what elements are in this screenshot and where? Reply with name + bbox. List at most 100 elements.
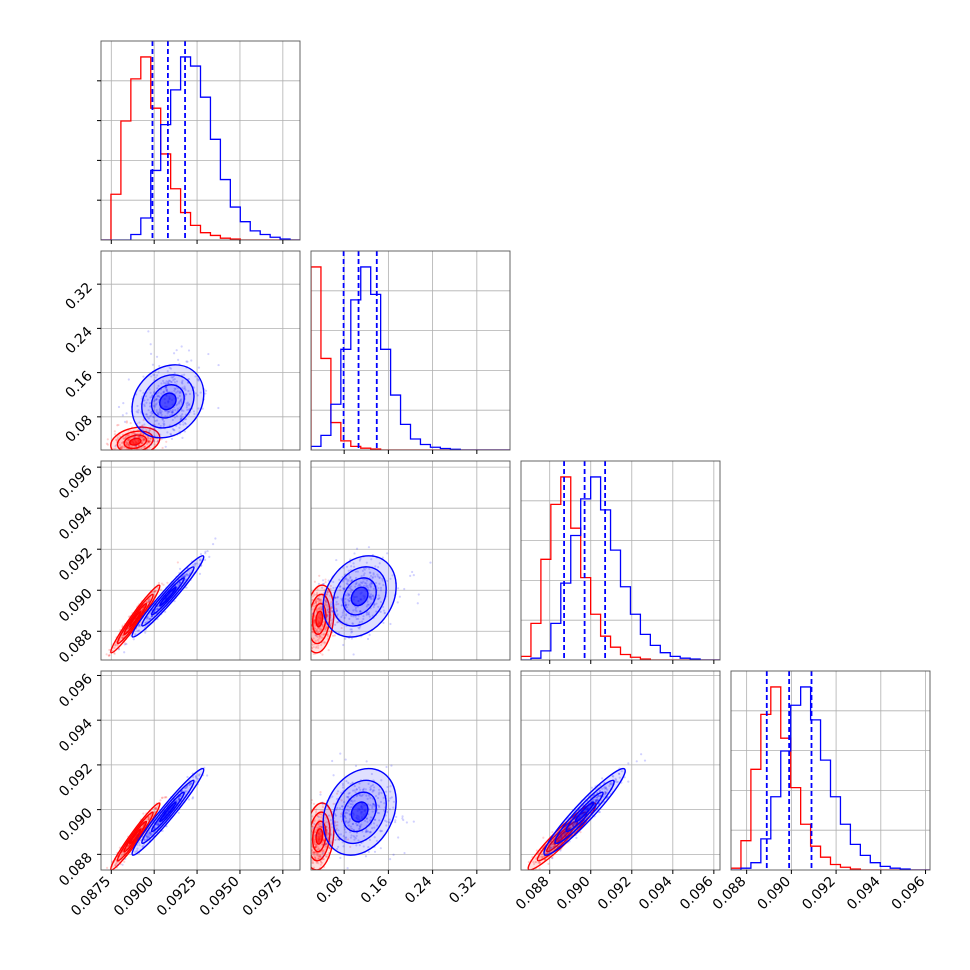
scatter-point: [349, 825, 352, 828]
scatter-point: [371, 576, 374, 580]
scatter-point: [595, 798, 598, 801]
scatter-point: [155, 824, 158, 827]
scatter-point: [134, 433, 137, 436]
scatter-point: [197, 774, 200, 777]
scatter-point: [591, 799, 595, 802]
scatter-point: [208, 555, 211, 558]
scatter-point: [138, 450, 140, 452]
scatter-point: [559, 836, 563, 840]
scatter-point: [603, 790, 606, 793]
scatter-point: [349, 585, 353, 588]
scatter-point: [350, 827, 353, 830]
scatter-point: [133, 450, 135, 452]
scatter-point: [157, 581, 161, 585]
scatter-point: [144, 601, 148, 604]
scatter-point: [319, 791, 322, 794]
scatter-point: [612, 775, 615, 778]
scatter-point: [192, 410, 196, 413]
scatter-point: [566, 823, 569, 826]
scatter-point: [153, 610, 156, 613]
scatter-point: [357, 584, 360, 587]
scatter-point: [571, 823, 575, 827]
scatter-point: [148, 402, 152, 405]
scatter-point: [315, 873, 317, 875]
scatter-point: [345, 820, 348, 823]
scatter-point: [147, 409, 150, 412]
scatter-point: [371, 582, 374, 585]
scatter-point: [381, 577, 384, 580]
scatter-point: [175, 415, 179, 418]
scatter-point: [161, 829, 164, 832]
scatter-point: [170, 437, 174, 440]
scatter-point: [137, 625, 140, 628]
scatter-point: [327, 579, 330, 582]
scatter-point: [158, 395, 161, 399]
scatter-point: [345, 613, 348, 616]
scatter-point: [551, 845, 555, 848]
scatter-point: [371, 576, 375, 579]
scatter-point: [155, 398, 158, 401]
scatter-point: [538, 861, 541, 864]
scatter-point: [359, 788, 362, 791]
scatter-point: [597, 795, 601, 798]
scatter-point: [360, 620, 364, 623]
scatter-point: [564, 834, 567, 837]
scatter-point: [328, 630, 331, 633]
scatter-point: [152, 404, 156, 408]
scatter-point: [156, 440, 159, 443]
scatter-point: [306, 853, 308, 855]
scatter-point: [180, 345, 183, 348]
scatter-point: [143, 423, 146, 426]
scatter-point: [318, 635, 322, 638]
scatter-point: [341, 805, 344, 808]
scatter-point: [351, 800, 354, 803]
scatter-point: [331, 634, 335, 637]
scatter-point: [319, 822, 322, 825]
scatter-point: [361, 581, 364, 585]
scatter-point: [120, 456, 122, 458]
scatter-point: [325, 842, 328, 845]
scatter-point: [139, 621, 143, 624]
scatter-point: [344, 576, 347, 580]
scatter-point: [348, 593, 351, 596]
scatter-point: [376, 804, 379, 807]
scatter-point: [315, 872, 317, 874]
scatter-point: [314, 845, 317, 849]
scatter-point: [335, 609, 339, 612]
scatter-point: [353, 552, 356, 555]
scatter-point: [125, 434, 129, 437]
scatter-point: [306, 634, 308, 636]
scatter-point: [349, 628, 352, 631]
scatter-point: [342, 587, 345, 590]
scatter-point: [349, 597, 352, 600]
scatter-point: [325, 842, 328, 845]
scatter-point: [147, 831, 150, 834]
scatter-point: [275, 832, 277, 834]
scatter-point: [386, 811, 389, 814]
scatter-point: [548, 851, 551, 854]
scatter-point: [152, 590, 155, 593]
scatter-point: [307, 808, 309, 810]
scatter-point: [165, 410, 168, 413]
scatter-point: [179, 417, 183, 420]
scatter-point: [386, 579, 389, 583]
scatter-point: [344, 838, 347, 841]
scatter-point: [178, 391, 181, 394]
panel-frame: [310, 250, 511, 451]
scatter-point: [174, 387, 177, 391]
scatter-point: [372, 802, 375, 805]
scatter-point: [385, 820, 388, 823]
scatter-point: [171, 418, 174, 422]
scatter-point: [324, 601, 328, 604]
scatter-point: [377, 812, 381, 815]
scatter-point: [160, 382, 163, 385]
scatter-point: [376, 573, 379, 576]
scatter-point: [305, 614, 307, 616]
scatter-point: [371, 810, 374, 813]
scatter-point: [565, 824, 568, 827]
scatter-point: [317, 607, 321, 610]
scatter-point: [390, 796, 393, 799]
scatter-point: [106, 871, 108, 873]
scatter-point: [318, 626, 321, 630]
scatter-point: [307, 821, 309, 823]
